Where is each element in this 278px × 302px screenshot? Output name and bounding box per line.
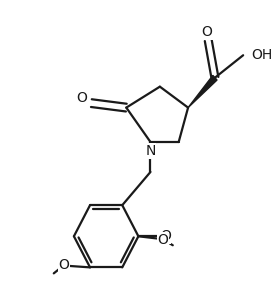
Text: O: O bbox=[59, 258, 70, 272]
Polygon shape bbox=[188, 76, 217, 108]
Text: N: N bbox=[145, 144, 156, 158]
Text: O: O bbox=[76, 91, 87, 105]
Text: O: O bbox=[158, 233, 168, 247]
Text: OH: OH bbox=[252, 48, 273, 62]
Text: O: O bbox=[160, 229, 171, 243]
Text: O: O bbox=[201, 25, 212, 39]
